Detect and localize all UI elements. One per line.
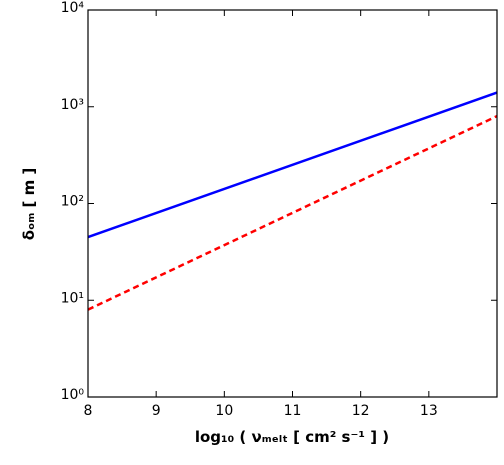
y-tick-label: 10¹ xyxy=(61,290,84,306)
y-tick-label: 10² xyxy=(61,194,84,210)
x-axis-label: log₁₀ ( νₘₑₗₜ [ cm² s⁻¹ ] ) xyxy=(195,428,389,446)
y-tick-label: 10³ xyxy=(61,97,84,113)
y-tick-label: 10⁴ xyxy=(61,0,85,16)
x-tick-label: 13 xyxy=(420,403,438,419)
x-tick-label: 8 xyxy=(84,403,93,419)
x-tick-label: 9 xyxy=(152,403,161,419)
x-tick-label: 12 xyxy=(352,403,370,419)
plot-frame xyxy=(87,9,498,398)
series-line xyxy=(87,91,498,239)
x-tick-label: 10 xyxy=(215,403,233,419)
x-tick-label: 11 xyxy=(284,403,302,419)
series-line xyxy=(87,114,498,311)
y-axis-label: δₒₘ [ m ] xyxy=(20,168,38,241)
y-tick-label: 10⁰ xyxy=(61,387,85,403)
